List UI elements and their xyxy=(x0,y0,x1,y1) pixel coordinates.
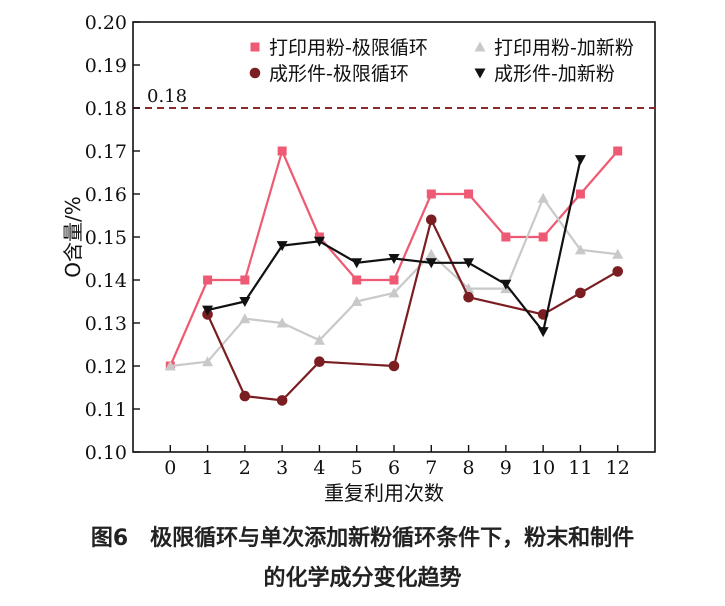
data-point xyxy=(351,258,363,269)
data-point xyxy=(425,258,437,269)
y-tick-label: 0.13 xyxy=(85,313,127,335)
y-tick-label: 0.10 xyxy=(85,442,127,464)
data-point xyxy=(277,146,287,156)
reference-line-label: 0.18 xyxy=(147,86,187,107)
legend-item: 打印用粉-极限循环 xyxy=(250,37,428,59)
x-tick-label: 12 xyxy=(606,457,630,479)
x-tick-label: 4 xyxy=(313,457,325,479)
data-point xyxy=(613,146,623,156)
data-point xyxy=(250,42,260,52)
series-4 xyxy=(202,155,586,338)
series-line xyxy=(206,218,619,402)
data-point xyxy=(276,317,288,328)
data-point xyxy=(537,192,549,203)
y-tick-label: 0.18 xyxy=(85,98,127,120)
data-point xyxy=(426,189,436,199)
y-axis-label: O含量/% xyxy=(61,196,85,277)
data-point xyxy=(537,327,549,338)
x-tick-label: 1 xyxy=(202,457,214,479)
chart: 0.18 0.100.110.120.130.140.150.160.170.1… xyxy=(61,12,656,505)
x-tick-label: 8 xyxy=(463,457,475,479)
legend-label: 成形件-加新粉 xyxy=(494,63,615,85)
y-tick-label: 0.17 xyxy=(85,141,127,163)
legend-item: 成形件-加新粉 xyxy=(474,63,615,85)
data-point xyxy=(249,67,261,79)
x-tick-label: 0 xyxy=(164,457,176,479)
data-point xyxy=(425,214,437,226)
plot-area-border xyxy=(132,21,656,453)
series-group xyxy=(164,146,624,406)
data-point xyxy=(425,248,437,259)
data-point xyxy=(575,287,586,299)
series-3 xyxy=(202,214,624,406)
x-tick-label: 10 xyxy=(531,457,555,479)
x-tick-label: 3 xyxy=(276,457,288,479)
data-point xyxy=(575,189,585,199)
data-point xyxy=(574,244,586,255)
data-point xyxy=(352,275,362,285)
x-tick-label: 11 xyxy=(568,457,592,479)
data-point xyxy=(202,356,214,367)
x-tick-label: 2 xyxy=(239,457,251,479)
x-tick-label: 5 xyxy=(351,457,363,479)
x-tick-label: 6 xyxy=(388,457,400,479)
data-point xyxy=(239,297,251,307)
data-point xyxy=(500,279,512,290)
data-point xyxy=(463,291,474,303)
data-point xyxy=(239,313,251,324)
x-tick-label: 9 xyxy=(500,457,512,479)
data-point xyxy=(463,258,475,269)
series-2 xyxy=(164,192,624,371)
y-tick-label: 0.20 xyxy=(85,12,127,34)
data-point xyxy=(313,236,325,247)
y-tick-label: 0.15 xyxy=(85,227,127,249)
data-point xyxy=(538,232,548,242)
data-point xyxy=(501,232,511,242)
data-point xyxy=(314,356,325,368)
y-tick-label: 0.14 xyxy=(85,270,127,292)
data-point xyxy=(389,275,399,285)
data-point xyxy=(276,241,288,252)
x-axis-ticks: 0 1 2 3 4 5 6 7 8 9 10 11 12 xyxy=(164,445,630,479)
data-point xyxy=(612,248,624,259)
data-point xyxy=(464,189,474,199)
data-point xyxy=(388,254,400,264)
legend-label: 成形件-极限循环 xyxy=(269,63,409,85)
data-point xyxy=(240,275,250,285)
y-tick-label: 0.19 xyxy=(85,55,127,77)
y-tick-label: 0.11 xyxy=(85,399,127,421)
y-tick-label: 0.16 xyxy=(85,184,127,206)
data-point xyxy=(202,305,214,316)
y-tick-label: 0.12 xyxy=(85,356,127,378)
legend-label: 打印用粉-极限循环 xyxy=(269,37,428,59)
data-point xyxy=(351,296,363,306)
figure-caption-line-2: 的化学成分变化趋势 xyxy=(263,566,462,591)
data-point xyxy=(574,155,586,166)
data-point xyxy=(203,275,213,285)
x-tick-label: 7 xyxy=(425,457,437,479)
data-point xyxy=(239,390,251,402)
data-point xyxy=(164,360,176,371)
data-point xyxy=(388,287,400,298)
y-axis-ticks: 0.10 0.11 0.12 0.13 0.14 0.15 0.16 0.17 0.18 0.19… xyxy=(85,12,140,464)
data-point xyxy=(474,68,486,79)
reference-line-group: 0.18 xyxy=(133,86,655,109)
data-point xyxy=(474,41,486,52)
data-point xyxy=(313,334,325,345)
legend-label: 打印用粉-加新粉 xyxy=(494,37,634,59)
data-point xyxy=(612,266,624,277)
plot-frame xyxy=(132,21,656,453)
figure-caption-line-1: 图6 极限循环与单次添加新粉循环条件下，粉末和制件 xyxy=(90,526,635,551)
legend-item: 打印用粉-加新粉 xyxy=(474,37,634,59)
data-point xyxy=(276,395,288,406)
data-point xyxy=(388,360,400,372)
x-axis-label: 重复利用次数 xyxy=(324,481,444,505)
legend-item: 成形件-极限循环 xyxy=(249,63,409,85)
